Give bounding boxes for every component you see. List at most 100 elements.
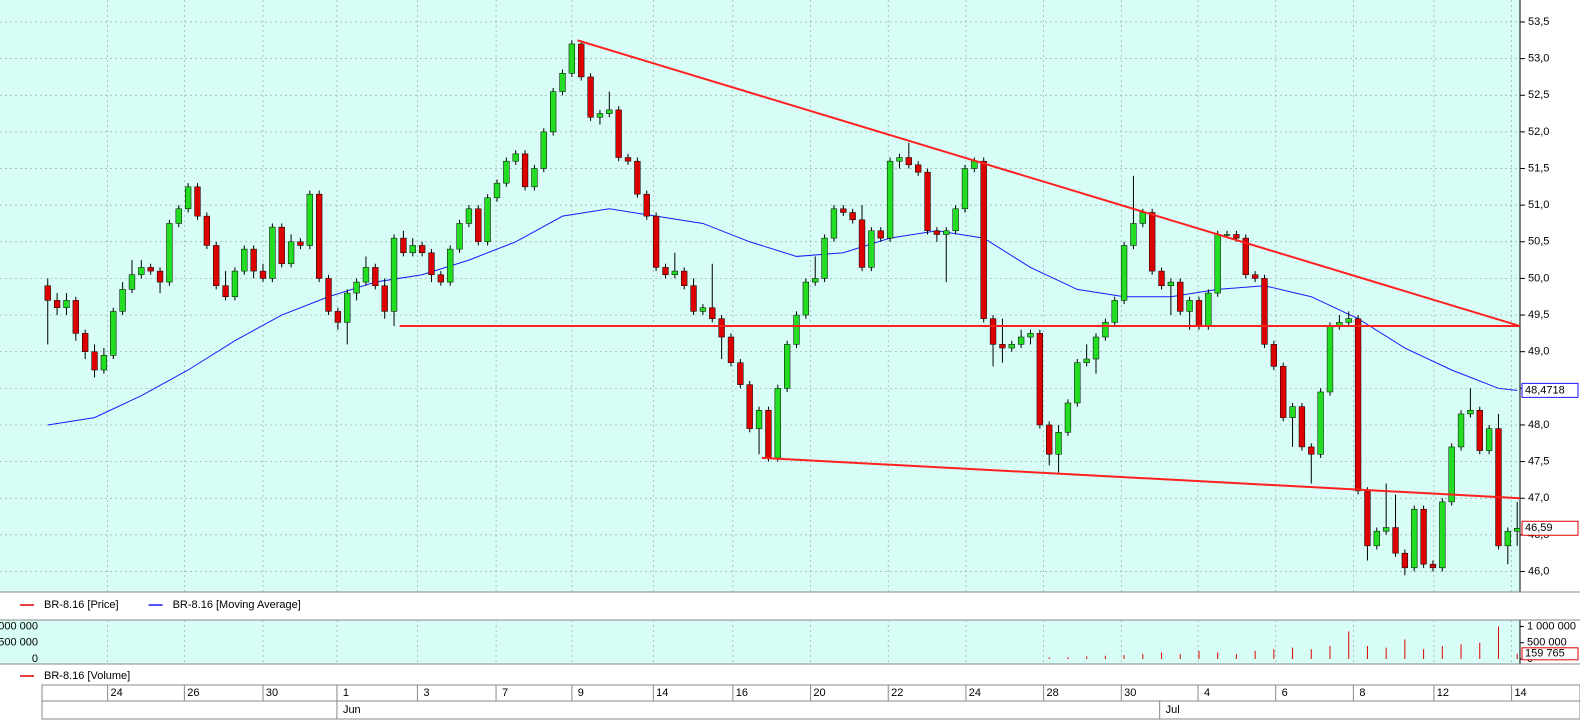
candle-body [1289, 406, 1296, 418]
x-tick-label: 30 [266, 687, 278, 699]
candle-body [1177, 281, 1184, 312]
candle-body [578, 43, 585, 78]
candle-body [72, 300, 79, 334]
candle-body [624, 157, 632, 162]
legend-label: BR-8.16 [Moving Average] [173, 599, 301, 611]
candle-body [1298, 406, 1306, 448]
candle-body [1270, 344, 1277, 367]
candle-body [1308, 446, 1315, 455]
y-tick-label: 46,0 [1528, 565, 1549, 577]
candle-body [334, 311, 342, 323]
candle-body [999, 344, 1006, 349]
volume-last-box [1521, 647, 1579, 661]
volume-background [0, 620, 1520, 664]
candle-body [156, 270, 164, 283]
candle-body [568, 43, 576, 74]
volume-tick-label-left: 1 000 000 [0, 620, 38, 632]
candle-body [849, 212, 856, 221]
candle-body [175, 208, 182, 224]
candle-body [1205, 292, 1212, 327]
candle-body [503, 160, 510, 184]
candle-body [353, 281, 360, 294]
candle-body [615, 109, 622, 158]
month-label: Jul [1166, 704, 1180, 716]
candle-body [250, 248, 257, 272]
legend-label: BR-8.16 [Volume] [44, 670, 130, 682]
candle-body [400, 237, 407, 254]
candle-body [409, 245, 416, 254]
volume-last-label: 159 765 [1525, 648, 1565, 660]
candle-body [1317, 391, 1324, 455]
candle-body [1364, 490, 1371, 547]
moving-average [47, 208, 1518, 426]
candle-body [1195, 300, 1203, 327]
candle-body [1158, 270, 1165, 286]
candle-body [1261, 278, 1268, 345]
candle-body [381, 285, 388, 312]
y-tick-label: 50,5 [1528, 236, 1549, 248]
x-tick-label: 6 [1282, 687, 1288, 699]
x-tick-label: 22 [891, 687, 903, 699]
candle-body [830, 208, 838, 239]
candle-body [325, 278, 332, 312]
candle-body [1411, 508, 1418, 569]
candle-body [961, 168, 969, 210]
candle-body [783, 344, 791, 389]
x-tick-label: 20 [813, 687, 825, 699]
x-tick-label: 30 [1124, 687, 1136, 699]
candle-body [980, 160, 987, 319]
candle-body [222, 285, 229, 297]
candle-body [821, 237, 828, 279]
candle-body [737, 362, 744, 385]
volume-tick-label-left: 0 [32, 653, 38, 665]
candle-body [1017, 336, 1025, 345]
candle-body [1102, 322, 1109, 338]
candle-body [1439, 501, 1446, 569]
y-tick-label: 47,0 [1528, 492, 1549, 504]
candle-body [1373, 530, 1380, 547]
candle-body [1036, 333, 1044, 426]
x-tick-label: 14 [656, 687, 668, 699]
candle-body [119, 289, 126, 312]
candle-body [765, 410, 772, 459]
candle-body [1383, 527, 1390, 532]
candle-body [559, 73, 566, 92]
candle-body [128, 274, 136, 290]
candle-body [297, 241, 304, 246]
candle-body [44, 285, 51, 301]
candle-body [1280, 366, 1287, 418]
candle-body [269, 226, 276, 279]
candle-body [727, 336, 735, 363]
candle-body [194, 186, 201, 217]
candle-body [858, 219, 866, 268]
candle-body [184, 186, 192, 210]
trendline [761, 456, 1521, 500]
candle-body [989, 318, 997, 345]
candle-body [943, 230, 950, 235]
candle-body [203, 215, 210, 246]
y-tick-label: 50,0 [1528, 272, 1549, 284]
candle-body [550, 91, 557, 133]
candle-body [1420, 508, 1427, 565]
candle-body [971, 160, 978, 169]
volume-tick-label-left: 500 000 [0, 637, 38, 649]
candle-body [1223, 234, 1231, 236]
candle-body [952, 208, 959, 232]
candle-body [1008, 344, 1015, 349]
candle-body [774, 388, 781, 459]
candle-body [877, 230, 884, 239]
candle-body [1467, 410, 1474, 415]
y-tick-label: 52,5 [1528, 89, 1549, 101]
y-tick-label: 53,0 [1528, 53, 1549, 65]
candle-body [634, 160, 641, 195]
x-tick-label: 28 [1046, 687, 1058, 699]
candle-body [1120, 245, 1128, 301]
candle-body [709, 307, 716, 319]
candle-body [147, 267, 154, 272]
candle-body [718, 318, 725, 338]
candle-body [1457, 413, 1465, 448]
candle-body [1046, 424, 1053, 455]
candle-body [1326, 325, 1334, 393]
y-tick-label: 51,0 [1528, 199, 1549, 211]
